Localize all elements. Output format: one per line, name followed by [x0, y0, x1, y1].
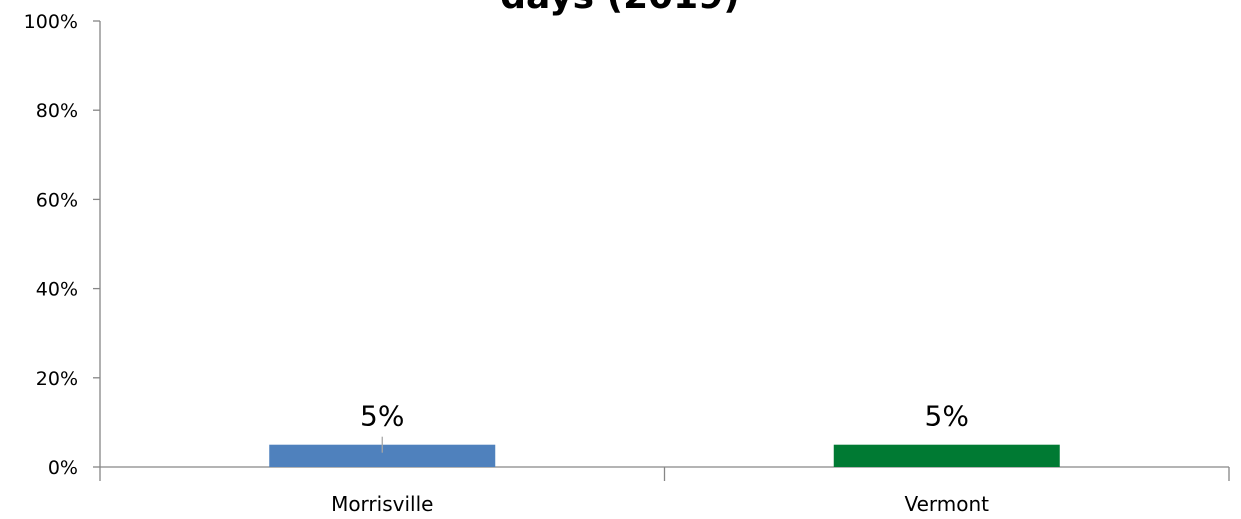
category-labels: Morrisville Vermont — [331, 492, 989, 516]
category-label: Vermont — [904, 492, 989, 516]
y-tick-label: 80% — [36, 100, 78, 122]
y-tick-label: 100% — [24, 11, 78, 33]
chart-title: days (2019) — [500, 0, 739, 17]
y-tick-label: 20% — [36, 368, 78, 390]
bar-vermont — [833, 444, 1060, 467]
category-label: Morrisville — [331, 492, 433, 516]
bars — [269, 436, 1060, 467]
x-axis-ticks — [99, 467, 1230, 481]
data-label: 5% — [360, 400, 404, 433]
y-tick-label: 40% — [36, 279, 78, 301]
data-labels: 5% 5% — [360, 400, 969, 433]
y-tick-label: 0% — [48, 457, 78, 479]
y-axis-ticks: 0% 20% 40% 60% 80% 100% — [24, 11, 100, 479]
bar-morrisville — [269, 444, 496, 467]
data-label: 5% — [925, 400, 969, 433]
y-tick-label: 60% — [36, 189, 78, 211]
